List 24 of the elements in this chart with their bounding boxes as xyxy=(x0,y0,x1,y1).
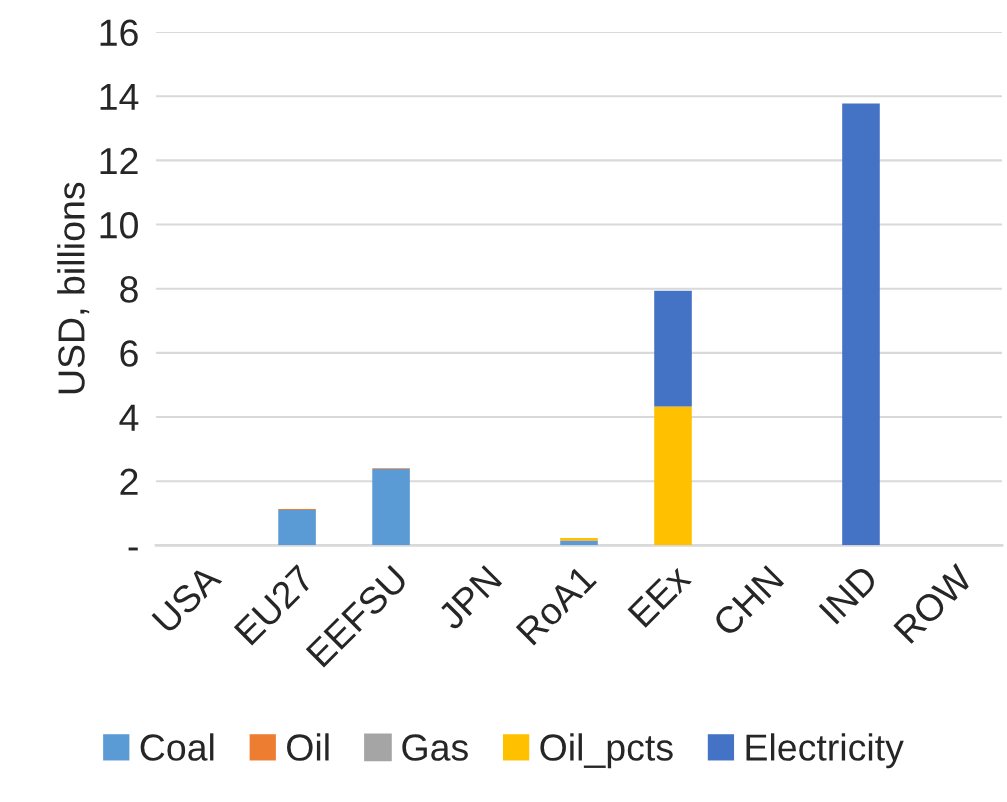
y-tick-label: 12 xyxy=(100,147,138,174)
y-tick-label: 14 xyxy=(100,84,139,110)
bar xyxy=(372,469,410,546)
y-tick-label: - xyxy=(128,547,138,551)
y-axis-title: USD, billions xyxy=(57,182,90,394)
bar xyxy=(278,510,316,546)
legend-label: Electricity xyxy=(746,733,904,769)
y-tick-label: 16 xyxy=(100,19,138,47)
y-tick-label: 6 xyxy=(120,340,138,367)
legend-label: Coal xyxy=(140,733,214,761)
x-tick-label: EEx xyxy=(627,563,692,628)
legend-label: Oil_pcts xyxy=(540,733,673,769)
legend-label: Oil xyxy=(287,733,329,761)
bar xyxy=(654,290,692,407)
x-tick-label: USA xyxy=(151,562,223,634)
y-tick-label: 2 xyxy=(120,468,138,495)
y-tick-label: 10 xyxy=(100,211,138,239)
x-tick-label: IND xyxy=(818,564,879,625)
y-tick-label: 8 xyxy=(120,276,138,303)
bar xyxy=(654,406,692,546)
bar xyxy=(560,540,598,546)
legend-label: Gas xyxy=(402,734,468,761)
y-tick-label: 4 xyxy=(119,404,139,431)
bar xyxy=(842,103,880,546)
